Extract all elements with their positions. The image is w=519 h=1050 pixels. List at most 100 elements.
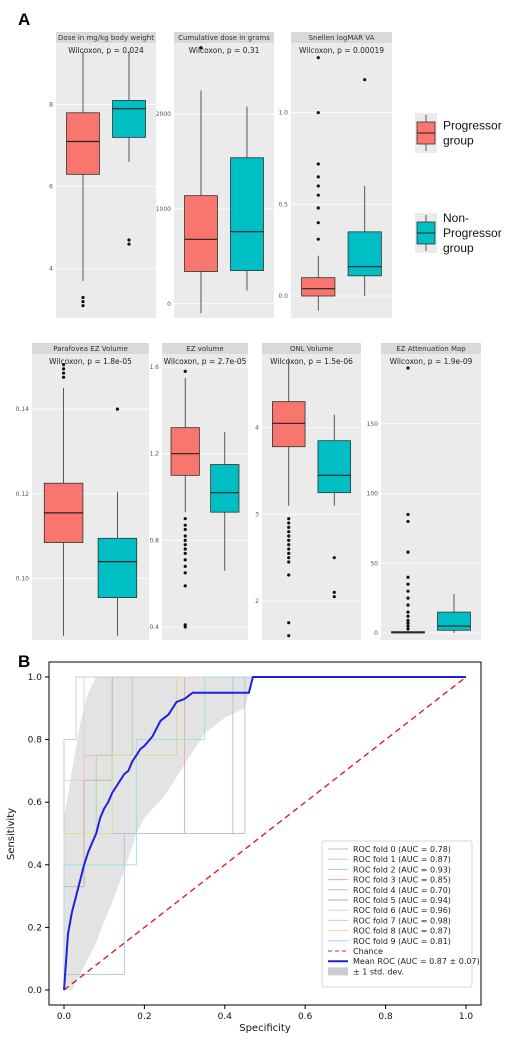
- box-non-progressor: [347, 231, 382, 277]
- boxplot-3: Parafovea EZ Volume 0.10 0.12 0.14 Wilcoxon,…: [16, 343, 149, 640]
- outlier-point: [287, 525, 291, 529]
- facet-strip: [291, 32, 392, 43]
- outlier-point: [115, 407, 120, 411]
- box-progressor: [301, 277, 336, 297]
- y-tick-label: 100: [367, 491, 379, 498]
- mean-roc-line: [63, 676, 466, 991]
- outlier-point: [332, 556, 336, 560]
- outlier-point: [287, 517, 291, 521]
- chance-line: [63, 676, 467, 991]
- outlier-point: [183, 571, 187, 575]
- box-non-progressor: [437, 611, 471, 631]
- y-tick-label: 0.0: [28, 986, 43, 996]
- roc-legend-label: ROC fold 6 (AUC = 0.96): [353, 906, 451, 915]
- outlier-point: [61, 362, 66, 367]
- box-non-progressor: [210, 464, 240, 513]
- outlier-point: [199, 46, 203, 50]
- y-tick-label: 1.6: [149, 364, 159, 371]
- outlier-point: [183, 523, 187, 527]
- facet-title: Snellen logMAR VA: [309, 34, 375, 42]
- y-tick-label: 0.10: [16, 576, 30, 583]
- legend-label: Progressor: [443, 226, 502, 240]
- outlier-point: [406, 550, 410, 554]
- outlier-point: [406, 589, 410, 593]
- y-tick-label: 2: [255, 598, 259, 605]
- legend-label: Non-: [443, 211, 469, 225]
- p-value-label: Wilcoxon, p = 0.31: [189, 46, 260, 55]
- y-tick-label: 0.8: [149, 537, 159, 544]
- outlier-point: [406, 519, 410, 524]
- outlier-point: [287, 621, 291, 625]
- box-non-progressor: [97, 537, 138, 599]
- facet-strip: [162, 343, 248, 354]
- outlier-point: [183, 527, 187, 532]
- roc-legend-label: ROC fold 0 (AUC = 0.78): [353, 845, 451, 854]
- box-non-progressor: [112, 100, 146, 138]
- y-tick-label: 0.2: [28, 923, 42, 933]
- facet-strip: [262, 343, 361, 354]
- plot-background: [291, 43, 392, 318]
- y-tick-label: 3: [255, 511, 259, 518]
- outlier-point: [287, 556, 291, 560]
- box-progressor: [170, 427, 200, 476]
- outlier-point: [316, 237, 320, 241]
- y-tick-label: 4: [255, 425, 259, 432]
- outlier-point: [316, 56, 320, 60]
- plot-background: [262, 354, 361, 640]
- boxplot-panels: Dose in mg/kg body weight 4 6 8 Wilcoxon, p …: [16, 32, 481, 640]
- y-tick-label: 50: [370, 560, 378, 567]
- y-tick-label: 0.4: [149, 624, 159, 631]
- boxplot-1: Cumulative dose in grams 0 1000 2000 Wilcoxo…: [156, 32, 274, 318]
- outlier-point: [332, 595, 336, 599]
- p-value-label: Wilcoxon, p = 1.9e-09: [390, 357, 473, 366]
- outlier-point: [183, 584, 187, 588]
- outlier-point: [406, 582, 410, 586]
- y-tick-label: 0: [167, 301, 171, 308]
- outlier-point: [127, 242, 131, 246]
- boxplot-4: EZ volume 0.4 0.8 1.2 1.6 Wilcoxon, p = 2.7e-…: [149, 343, 248, 640]
- box-progressor: [66, 112, 100, 175]
- panel-a-label: A: [18, 10, 30, 29]
- outlier-point: [363, 78, 367, 82]
- boxplot-6: EZ Attenuation Map 0 50 100 150 Wilcoxon, p =…: [367, 343, 481, 640]
- facet-title: Dose in mg/kg body weight: [58, 34, 154, 42]
- outlier-point: [406, 366, 410, 370]
- outlier-point: [287, 530, 291, 534]
- outlier-point: [183, 564, 187, 568]
- legend-label: Progressor: [443, 119, 502, 133]
- roc-legend-label: ROC fold 3 (AUC = 0.85): [353, 876, 451, 885]
- y-tick-label: 0.6: [28, 798, 43, 808]
- x-tick-label: 0.0: [57, 1012, 72, 1022]
- outlier-point: [406, 603, 410, 607]
- outlier-point: [316, 175, 320, 179]
- outlier-point: [287, 521, 291, 525]
- outlier-point: [332, 590, 336, 594]
- facet-strip: [381, 343, 481, 354]
- boxplot-2: Snellen logMAR VA 0.0 0.5 1.0 Wilcoxon, p = …: [278, 32, 392, 318]
- outlier-point: [81, 304, 85, 308]
- y-tick-label: 1.2: [149, 451, 159, 458]
- boxplot-0: Dose in mg/kg body weight 4 6 8 Wilcoxon, p …: [49, 32, 156, 318]
- y-tick-label: 6: [49, 184, 53, 191]
- roc-fold-9: [63, 676, 466, 990]
- roc-chart: 0.0 0.2 0.4 0.6 0.8 1.0 0.0 0.2 0.4 0.6 0.8 1.0 Spec…: [6, 661, 482, 1034]
- legend-label: group: [443, 134, 474, 148]
- y-tick-label: 0: [374, 630, 378, 637]
- outlier-point: [316, 193, 320, 197]
- outlier-point: [183, 534, 187, 538]
- outlier-point: [287, 538, 291, 542]
- outlier-point: [316, 221, 320, 225]
- roc-legend-label: ROC fold 7 (AUC = 0.98): [353, 916, 451, 925]
- facet-title: Parafovea EZ Volume: [53, 345, 128, 353]
- facet-title: ONL Volume: [290, 345, 333, 353]
- y-tick-label: 0.14: [16, 406, 30, 413]
- outlier-point: [406, 618, 410, 623]
- p-value-label: Wilcoxon, p = 0.024: [68, 46, 144, 55]
- outlier-point: [183, 369, 187, 373]
- roc-legend-label: ROC fold 9 (AUC = 0.81): [353, 937, 451, 946]
- panel-b-label: B: [18, 652, 30, 671]
- roc-legend-label: ROC fold 2 (AUC = 0.93): [353, 865, 451, 874]
